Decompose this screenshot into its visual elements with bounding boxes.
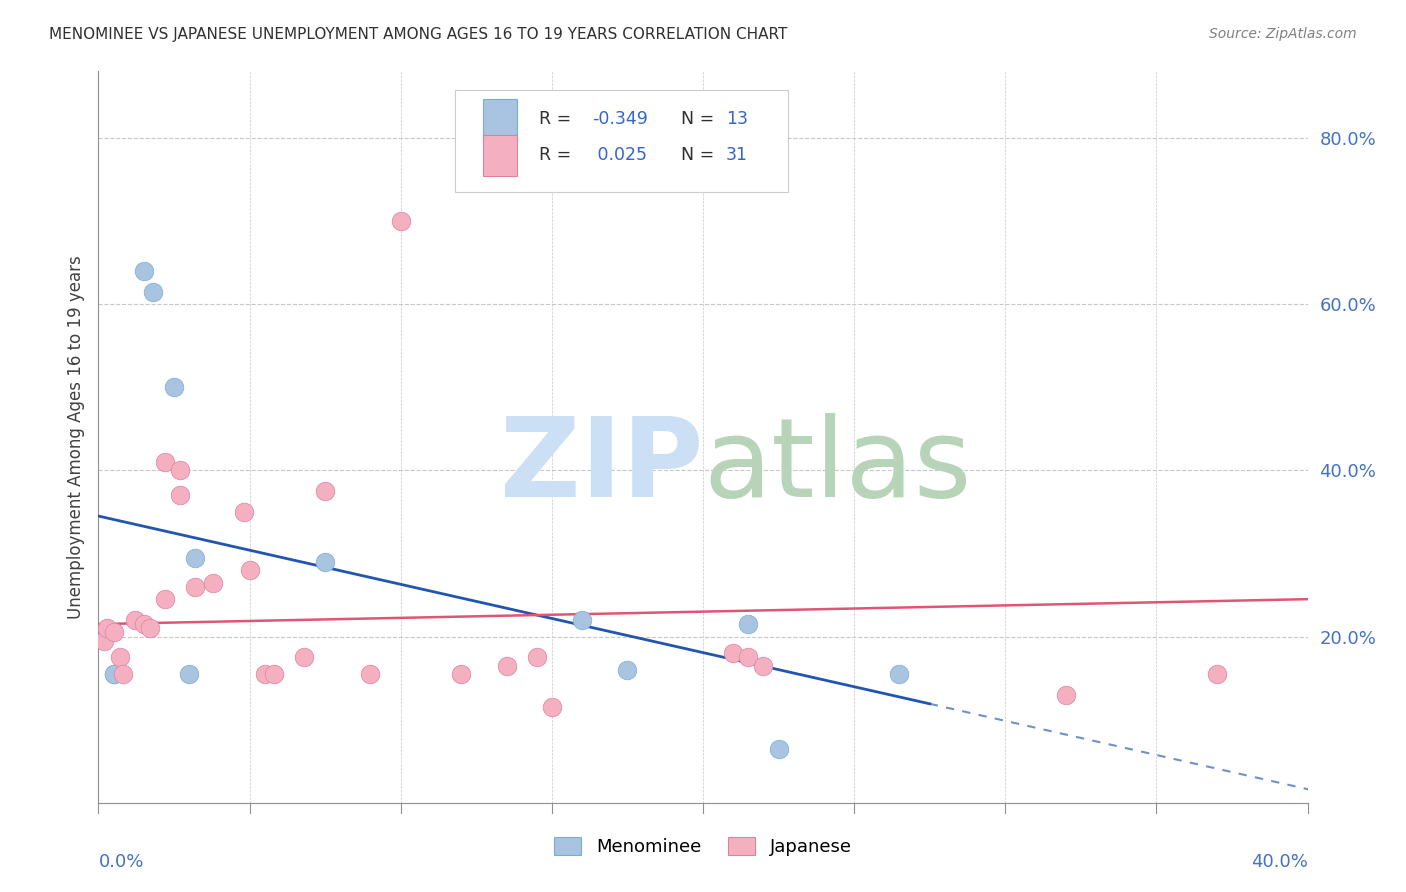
- Point: [571, 613, 593, 627]
- Text: 0.0%: 0.0%: [98, 853, 143, 871]
- Point: [737, 650, 759, 665]
- Point: [752, 658, 775, 673]
- Point: [314, 484, 336, 499]
- Point: [202, 575, 225, 590]
- Point: [142, 285, 165, 299]
- FancyBboxPatch shape: [482, 99, 517, 139]
- Text: atlas: atlas: [703, 413, 972, 520]
- Point: [389, 214, 412, 228]
- Point: [239, 563, 262, 577]
- Point: [495, 658, 517, 673]
- Text: R =: R =: [538, 110, 576, 128]
- Text: -0.349: -0.349: [592, 110, 648, 128]
- Point: [103, 667, 125, 681]
- Point: [360, 667, 382, 681]
- Text: MENOMINEE VS JAPANESE UNEMPLOYMENT AMONG AGES 16 TO 19 YEARS CORRELATION CHART: MENOMINEE VS JAPANESE UNEMPLOYMENT AMONG…: [49, 27, 787, 42]
- Text: N =: N =: [682, 146, 720, 164]
- Point: [737, 617, 759, 632]
- Point: [616, 663, 638, 677]
- Point: [253, 667, 276, 681]
- Point: [153, 592, 176, 607]
- Legend: Menominee, Japanese: Menominee, Japanese: [547, 830, 859, 863]
- Point: [184, 550, 207, 565]
- Point: [184, 580, 207, 594]
- Point: [169, 488, 191, 502]
- Point: [450, 667, 472, 681]
- Point: [526, 650, 548, 665]
- Point: [292, 650, 315, 665]
- Y-axis label: Unemployment Among Ages 16 to 19 years: Unemployment Among Ages 16 to 19 years: [66, 255, 84, 619]
- Point: [93, 633, 115, 648]
- Point: [314, 555, 336, 569]
- Point: [153, 455, 176, 469]
- Point: [889, 667, 911, 681]
- Point: [179, 667, 201, 681]
- FancyBboxPatch shape: [482, 136, 517, 176]
- Point: [132, 264, 155, 278]
- Point: [103, 667, 125, 681]
- Point: [139, 621, 162, 635]
- Point: [169, 463, 191, 477]
- Text: 0.025: 0.025: [592, 146, 647, 164]
- Point: [1054, 688, 1077, 702]
- Text: 13: 13: [725, 110, 748, 128]
- Point: [263, 667, 285, 681]
- Point: [540, 700, 562, 714]
- Point: [163, 380, 186, 394]
- Point: [96, 621, 118, 635]
- Point: [132, 617, 155, 632]
- Text: ZIP: ZIP: [499, 413, 703, 520]
- Point: [768, 741, 790, 756]
- FancyBboxPatch shape: [456, 90, 787, 192]
- Point: [232, 505, 254, 519]
- Point: [723, 646, 745, 660]
- Text: N =: N =: [682, 110, 720, 128]
- Text: 31: 31: [725, 146, 748, 164]
- Point: [103, 625, 125, 640]
- Point: [111, 667, 134, 681]
- Text: R =: R =: [538, 146, 576, 164]
- Text: Source: ZipAtlas.com: Source: ZipAtlas.com: [1209, 27, 1357, 41]
- Text: 40.0%: 40.0%: [1251, 853, 1308, 871]
- Point: [108, 650, 131, 665]
- Point: [1206, 667, 1229, 681]
- Point: [124, 613, 146, 627]
